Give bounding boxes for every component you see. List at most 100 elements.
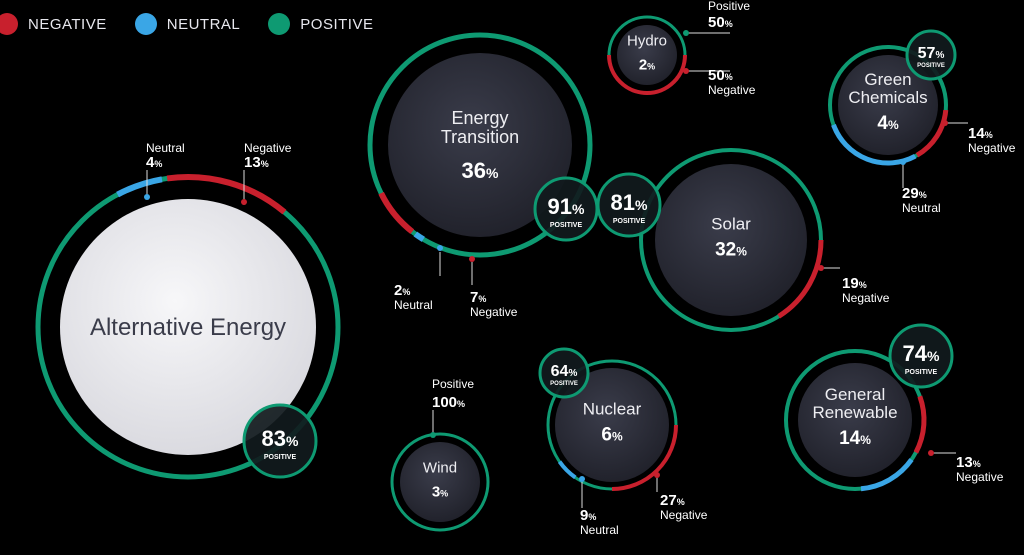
legend-label-negative: NEGATIVE [28, 15, 107, 33]
leader-dot-green-chemicals [942, 120, 948, 126]
label-value-nuclear: 9% [580, 507, 596, 524]
badge-value-general-renewable: 74% [903, 341, 940, 366]
label-value-alternative-energy: 4% [146, 154, 162, 171]
bubble-title-energy-transition: Transition [441, 127, 519, 147]
badge-label-solar: POSITIVE [613, 218, 646, 225]
label-name-general-renewable: Negative [956, 470, 1004, 484]
legend: NEGATIVE NEUTRAL POSITIVE [0, 12, 401, 36]
bubble-energy-transition [388, 53, 572, 237]
label-value-wind: 100% [432, 394, 465, 411]
label-name-wind: Positive [432, 377, 474, 391]
bubble-share-green-chemicals: 4% [877, 113, 899, 134]
leader-dot-energy-transition [469, 256, 475, 262]
label-name-energy-transition: Negative [470, 305, 518, 319]
bubble-title-hydro: Hydro [627, 32, 667, 49]
badge-label-nuclear: POSITIVE [550, 381, 578, 387]
label-name-hydro: Negative [708, 83, 756, 97]
badge-general-renewable [888, 323, 954, 389]
label-name-nuclear: Negative [660, 508, 708, 522]
bubble-share-general-renewable: 14% [839, 428, 871, 449]
ring-negative-solar [777, 239, 824, 319]
leader-dot-solar [818, 265, 824, 271]
badge-value-solar: 81% [611, 190, 648, 215]
badge-nuclear [538, 347, 590, 399]
label-value-energy-transition: 7% [470, 289, 486, 306]
bubble-title-green-chemicals: Chemicals [848, 88, 927, 107]
ring-positive-energy-transition [367, 32, 593, 258]
label-value-nuclear: 27% [660, 492, 685, 509]
label-name-alternative-energy: Negative [244, 141, 292, 155]
bubble-share-wind: 3% [432, 483, 448, 500]
badge-value-energy-transition: 91% [548, 194, 585, 219]
negative-dot-icon [0, 13, 18, 35]
legend-label-positive: POSITIVE [300, 15, 374, 33]
bubble-title-nuclear: Nuclear [583, 400, 642, 419]
ring-negative-green-chemicals [915, 109, 949, 158]
badge-alternative-energy [242, 403, 318, 479]
leader-dot-nuclear [654, 472, 660, 478]
label-name-hydro: Positive [708, 0, 750, 13]
label-value-alternative-energy: 13% [244, 154, 269, 171]
legend-item-negative: NEGATIVE [0, 13, 107, 35]
label-value-energy-transition: 2% [394, 282, 410, 299]
label-value-hydro: 50% [708, 14, 733, 31]
leader-dot-alternative-energy [144, 194, 150, 200]
ring-neutral-energy-transition [413, 231, 425, 242]
label-name-solar: Negative [842, 291, 890, 305]
ring-negative-general-renewable [913, 395, 927, 454]
label-name-energy-transition: Neutral [394, 298, 433, 312]
leader-dot-green-chemicals [900, 159, 906, 165]
badge-value-green-chemicals: 57% [918, 45, 945, 62]
label-value-solar: 19% [842, 275, 867, 292]
leader-dot-energy-transition [437, 245, 443, 251]
bubble-title-solar: Solar [711, 215, 751, 234]
badge-label-green-chemicals: POSITIVE [917, 63, 945, 69]
badge-solar [596, 172, 662, 238]
badge-label-energy-transition: POSITIVE [550, 222, 583, 229]
legend-label-neutral: NEUTRAL [166, 15, 241, 33]
ring-positive-wind [390, 432, 490, 532]
bubble-title-alternative-energy: Alternative Energy [90, 314, 286, 341]
ring-neutral-nuclear [557, 460, 577, 480]
bubble-general-renewable [798, 363, 912, 477]
label-name-nuclear: Neutral [580, 523, 619, 537]
bubble-title-general-renewable: Renewable [812, 403, 897, 422]
label-value-hydro: 50% [708, 67, 733, 84]
label-name-alternative-energy: Neutral [146, 141, 185, 155]
neutral-dot-icon [134, 13, 157, 35]
badge-value-alternative-energy: 83% [262, 426, 299, 451]
bubble-title-green-chemicals: Green [864, 70, 911, 89]
leader-dot-hydro [683, 68, 689, 74]
badge-value-nuclear: 64% [551, 363, 578, 380]
label-value-green-chemicals: 14% [968, 125, 993, 142]
label-value-green-chemicals: 29% [902, 185, 927, 202]
label-name-green-chemicals: Neutral [902, 201, 941, 215]
ring-negative-nuclear [611, 424, 678, 491]
bubble-hydro [617, 25, 677, 85]
badge-label-alternative-energy: POSITIVE [264, 454, 297, 461]
ring-negative-hydro [607, 54, 687, 95]
bubble-wind [400, 442, 480, 522]
bubble-share-hydro: 2% [639, 56, 655, 73]
leader-dot-wind [430, 432, 436, 438]
bubble-title-general-renewable: General [825, 385, 885, 404]
leader-dot-general-renewable [928, 450, 934, 456]
legend-item-neutral: NEUTRAL [134, 13, 241, 35]
badge-green-chemicals [905, 29, 957, 81]
ring-neutral-general-renewable [860, 458, 914, 492]
bubble-alternative-energy [60, 199, 316, 455]
label-name-green-chemicals: Negative [968, 141, 1016, 155]
ring-negative-alternative-energy [166, 174, 287, 215]
leader-dot-alternative-energy [241, 199, 247, 205]
positive-dot-icon [268, 13, 291, 35]
bubble-green-chemicals [838, 55, 938, 155]
badge-label-general-renewable: POSITIVE [905, 369, 938, 376]
bubble-share-solar: 32% [715, 240, 747, 261]
bubble-solar [655, 164, 807, 316]
ring-neutral-alternative-energy [116, 176, 163, 198]
leader-dot-nuclear [579, 476, 585, 482]
bubble-share-nuclear: 6% [601, 425, 623, 446]
legend-item-positive: POSITIVE [268, 13, 373, 35]
bubble-share-energy-transition: 36% [462, 158, 499, 183]
